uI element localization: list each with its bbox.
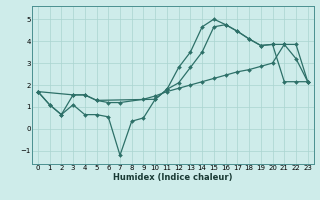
X-axis label: Humidex (Indice chaleur): Humidex (Indice chaleur): [113, 173, 233, 182]
